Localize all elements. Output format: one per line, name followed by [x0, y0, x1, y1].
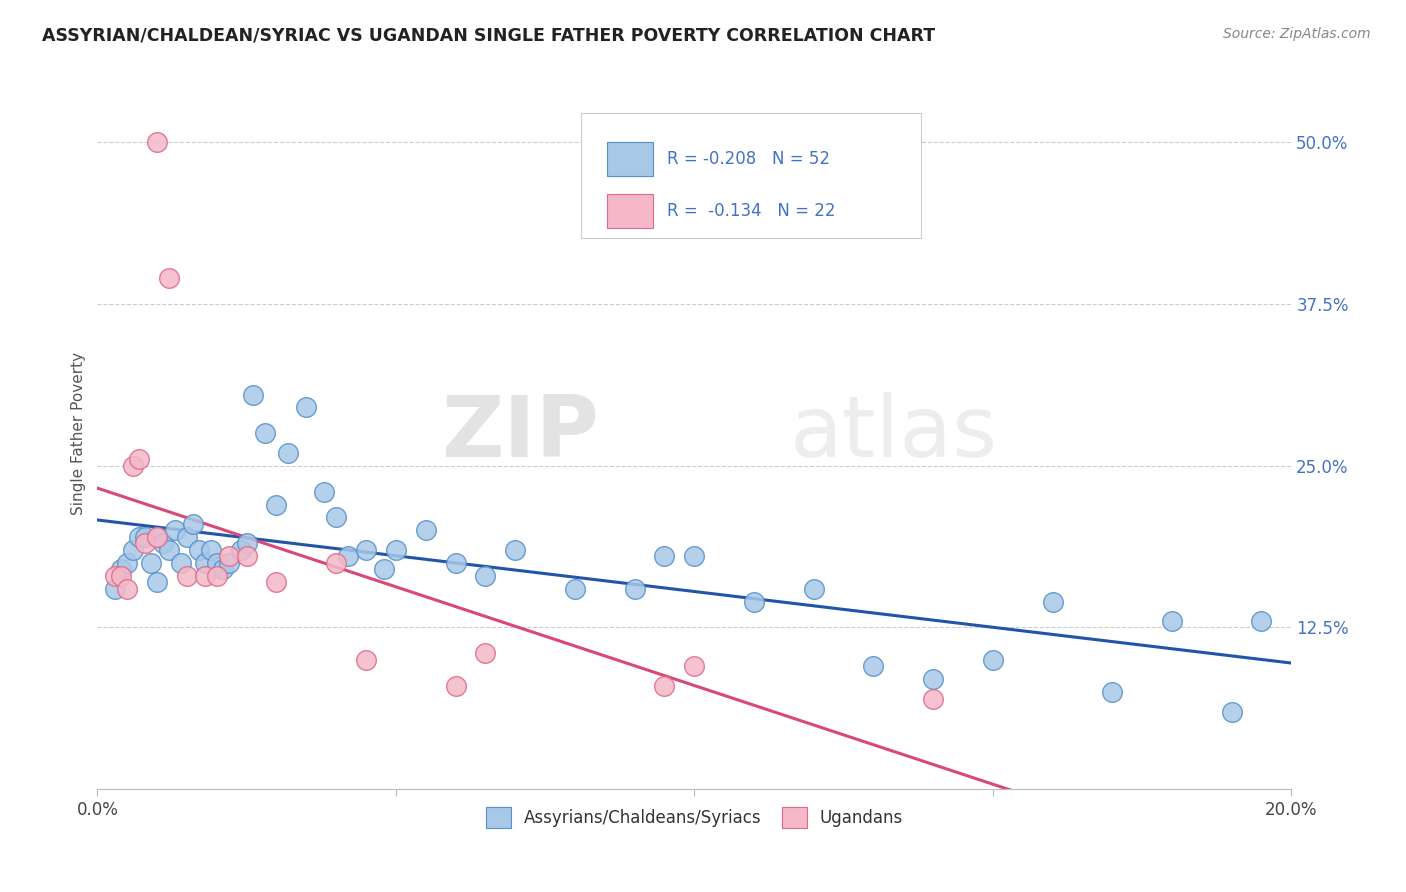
Point: [314, 484, 336, 499]
Point: [115, 582, 138, 596]
Point: [1220, 705, 1243, 719]
Point: [229, 542, 252, 557]
Point: [623, 582, 645, 596]
FancyBboxPatch shape: [607, 142, 652, 176]
Point: [803, 582, 825, 596]
Point: [235, 549, 257, 564]
Point: [128, 452, 150, 467]
Point: [444, 556, 467, 570]
Point: [415, 524, 437, 538]
Legend: Assyrians/Chaldeans/Syriacs, Ugandans: Assyrians/Chaldeans/Syriacs, Ugandans: [479, 801, 910, 834]
Point: [146, 575, 169, 590]
Point: [1161, 614, 1184, 628]
Point: [110, 562, 132, 576]
Point: [683, 549, 706, 564]
Point: [122, 458, 145, 473]
Point: [218, 549, 240, 564]
Point: [163, 524, 186, 538]
Point: [337, 549, 360, 564]
Point: [110, 568, 132, 582]
Point: [742, 594, 765, 608]
Point: [181, 516, 204, 531]
Point: [205, 568, 228, 582]
Text: ASSYRIAN/CHALDEAN/SYRIAC VS UGANDAN SINGLE FATHER POVERTY CORRELATION CHART: ASSYRIAN/CHALDEAN/SYRIAC VS UGANDAN SING…: [42, 27, 935, 45]
Point: [253, 426, 276, 441]
Point: [373, 562, 395, 576]
Point: [683, 659, 706, 673]
FancyBboxPatch shape: [607, 194, 652, 227]
Text: ZIP: ZIP: [441, 392, 599, 475]
Point: [134, 530, 156, 544]
Point: [862, 659, 884, 673]
Point: [128, 530, 150, 544]
Point: [503, 542, 526, 557]
Point: [266, 575, 288, 590]
Point: [122, 542, 145, 557]
Point: [564, 582, 586, 596]
Text: R = -0.208   N = 52: R = -0.208 N = 52: [666, 150, 830, 168]
Point: [474, 568, 496, 582]
Point: [922, 691, 945, 706]
Point: [170, 556, 193, 570]
Point: [325, 556, 347, 570]
Point: [134, 536, 156, 550]
Point: [277, 446, 299, 460]
Point: [1250, 614, 1272, 628]
Point: [981, 653, 1004, 667]
Point: [266, 498, 288, 512]
FancyBboxPatch shape: [581, 113, 921, 237]
Point: [922, 672, 945, 686]
Point: [325, 510, 347, 524]
Point: [385, 542, 408, 557]
Point: [157, 271, 180, 285]
Text: R =  -0.134   N = 22: R = -0.134 N = 22: [666, 202, 835, 219]
Point: [157, 542, 180, 557]
Point: [104, 582, 127, 596]
Point: [200, 542, 222, 557]
Point: [187, 542, 209, 557]
Y-axis label: Single Father Poverty: Single Father Poverty: [72, 351, 86, 515]
Point: [146, 530, 169, 544]
Point: [211, 562, 233, 576]
Point: [146, 135, 169, 149]
Point: [139, 556, 162, 570]
Point: [295, 401, 318, 415]
Point: [104, 568, 127, 582]
Point: [1101, 685, 1123, 699]
Point: [242, 387, 264, 401]
Point: [176, 568, 198, 582]
Point: [176, 530, 198, 544]
Text: atlas: atlas: [790, 392, 998, 475]
Point: [444, 679, 467, 693]
Point: [1042, 594, 1064, 608]
Point: [194, 556, 217, 570]
Point: [235, 536, 257, 550]
Point: [205, 556, 228, 570]
Point: [218, 556, 240, 570]
Point: [194, 568, 217, 582]
Point: [115, 556, 138, 570]
Point: [152, 536, 174, 550]
Point: [354, 653, 377, 667]
Text: Source: ZipAtlas.com: Source: ZipAtlas.com: [1223, 27, 1371, 41]
Point: [354, 542, 377, 557]
Point: [654, 679, 676, 693]
Point: [146, 530, 169, 544]
Point: [474, 646, 496, 660]
Point: [654, 549, 676, 564]
